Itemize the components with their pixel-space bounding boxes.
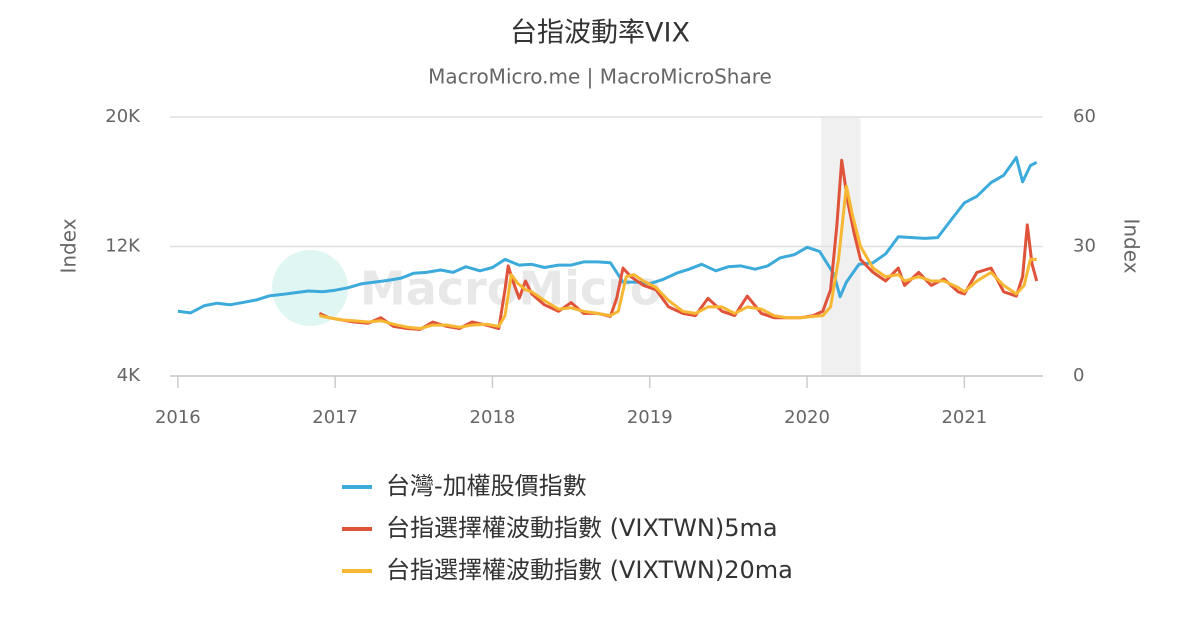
y2-tick-label: 30	[1073, 236, 1096, 257]
chart-title: 台指波動率VIX	[510, 18, 690, 49]
x-tick-label: 2017	[312, 407, 358, 428]
legend-label: 台灣-加權股價指數	[386, 472, 587, 500]
x-tick-label: 2018	[470, 407, 516, 428]
legend-label: 台指選擇權波動指數 (VIXTWN)20ma	[386, 556, 793, 584]
series-line	[177, 156, 1038, 315]
y2-axis-title: Index	[1120, 218, 1144, 273]
y2-tick-label: 0	[1073, 365, 1084, 386]
y-tick-label: 4K	[117, 365, 141, 386]
chart-subtitle: MacroMicro.me | MacroMicroShare	[428, 65, 772, 89]
x-tick-label: 2021	[941, 407, 987, 428]
x-tick-label: 2019	[627, 407, 673, 428]
x-tick-label: 2020	[784, 407, 830, 428]
y-axis-title: Index	[57, 218, 81, 273]
legend-label: 台指選擇權波動指數 (VIXTWN)5ma	[386, 514, 778, 542]
y-tick-label: 20K	[105, 106, 141, 127]
series-line	[319, 184, 1037, 330]
y-tick-label: 12K	[105, 236, 141, 257]
y2-tick-label: 60	[1073, 106, 1096, 127]
watermark-logo	[272, 250, 348, 326]
x-tick-label: 2016	[155, 407, 201, 428]
